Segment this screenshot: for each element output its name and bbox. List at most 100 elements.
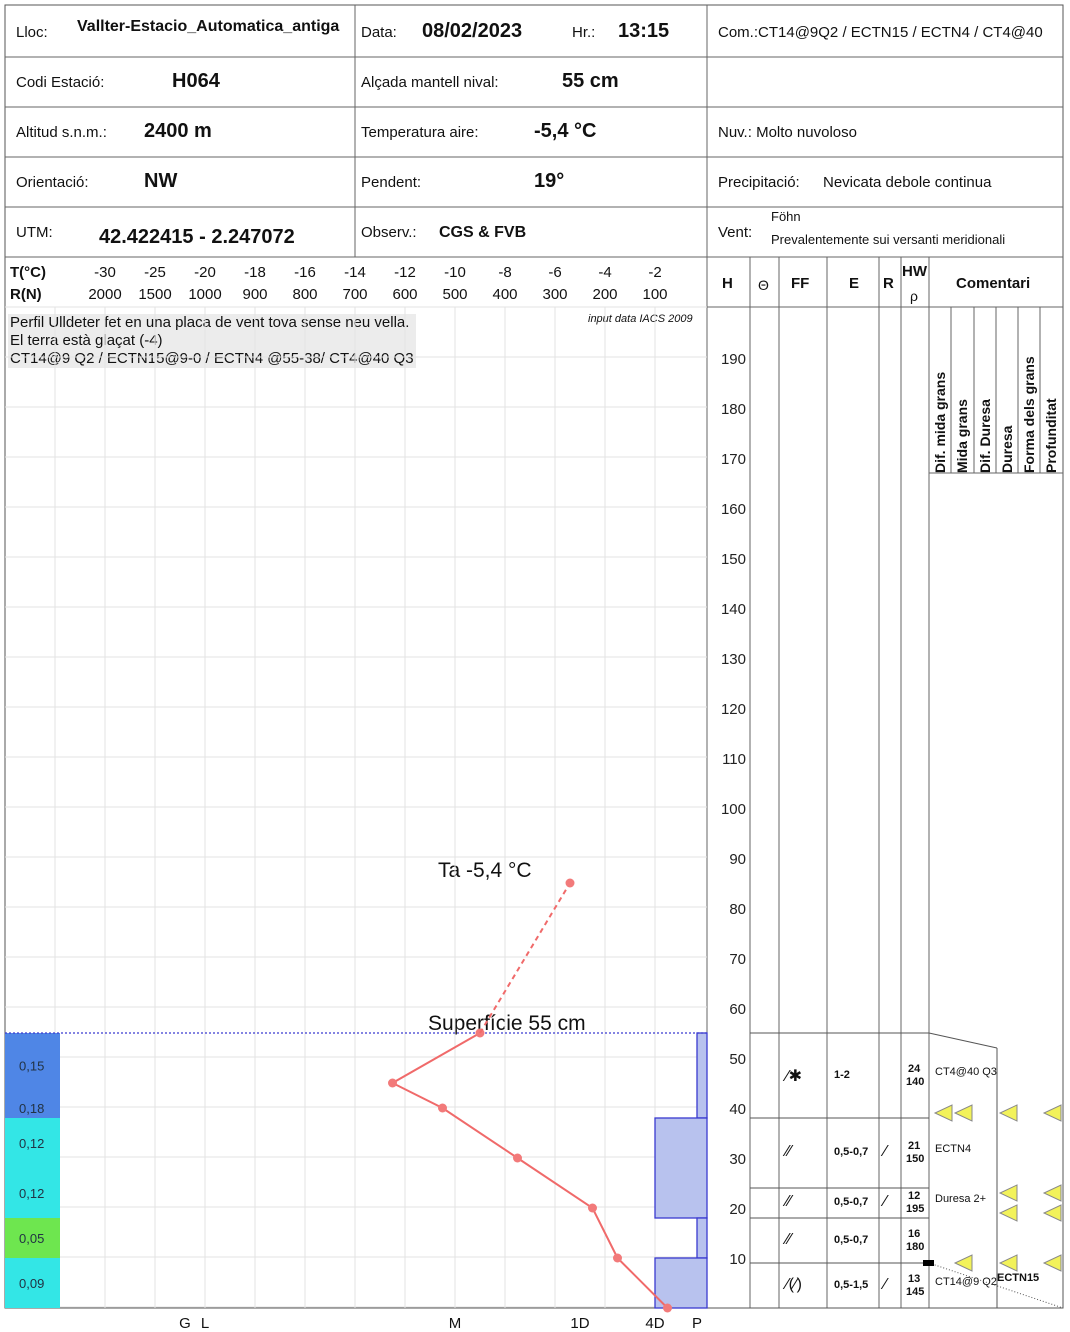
warning-triangle-icon — [998, 1184, 1018, 1202]
utm-value: 42.422415 - 2.247072 — [99, 226, 295, 248]
air-temp-link — [479, 882, 571, 1034]
observ-label: Observ.: — [361, 224, 417, 241]
warning-triangle-icon — [998, 1254, 1018, 1272]
layer-hw: 24 — [908, 1062, 921, 1075]
t-tick-label: -12 — [394, 264, 416, 281]
precip-value: Nevicata debole continua — [823, 174, 992, 191]
r-tick-label: 1000 — [188, 286, 222, 303]
layer-grain-shape: ⁄(⁄) — [786, 1275, 802, 1293]
height-tick-label: 80 — [729, 901, 746, 918]
t-tick-label: -8 — [498, 264, 512, 281]
layer-grain-size: 1-2 — [834, 1068, 850, 1081]
temperature-point — [588, 1203, 597, 1213]
density-label: 0,09 — [19, 1276, 44, 1291]
height-tick-label: 130 — [721, 651, 746, 668]
hardness-tick-label: L — [200, 1315, 210, 1332]
t-tick-label: -25 — [144, 264, 166, 281]
temperature-point — [388, 1078, 397, 1088]
layer-hardness: ⁄ — [884, 1193, 887, 1210]
r-tick-label: 100 — [642, 286, 668, 303]
air-temp-point — [565, 878, 575, 888]
height-tick-label: 100 — [721, 801, 746, 818]
density-bar — [5, 1033, 60, 1098]
density-label: 0,15 — [19, 1059, 44, 1074]
hardness-tick-label: G — [179, 1315, 191, 1332]
warning-triangle-icon — [1042, 1254, 1062, 1272]
height-tick-label: 10 — [729, 1251, 746, 1268]
t-tick-label: -16 — [294, 264, 316, 281]
note-line: El terra està glaçat (-4) — [10, 332, 163, 349]
t-tick-label: -30 — [94, 264, 116, 281]
height-tick-label: 150 — [721, 551, 746, 568]
layer-density: 180 — [906, 1240, 925, 1253]
layer-hw: 12 — [908, 1190, 921, 1202]
hardness-bar — [654, 1117, 708, 1219]
layer-grain-shape: ⁄⁄ — [786, 1230, 792, 1248]
warning-triangle-icon — [1042, 1204, 1062, 1222]
density-bar — [5, 1218, 60, 1258]
orient-value: NW — [144, 170, 178, 192]
height-tick-label: 160 — [721, 501, 746, 518]
temperature-profile-line — [390, 1032, 669, 1309]
t-tick-label: -20 — [194, 264, 216, 281]
density-bar — [5, 1258, 60, 1308]
alcada-label: Alçada mantell nival: — [361, 74, 499, 91]
hr-label: Hr.: — [572, 24, 596, 41]
layer-marker — [923, 1260, 934, 1266]
hardness-tick-label: 4D — [645, 1315, 665, 1332]
t-tick-label: -18 — [244, 264, 266, 281]
layer-density: 150 — [906, 1153, 925, 1165]
hardness-tick-label: 1D — [570, 1315, 590, 1332]
r-tick-label: 900 — [242, 286, 268, 303]
r-tick-label: 800 — [292, 286, 318, 303]
density-label: 0,12 — [19, 1136, 44, 1151]
note-line: CT14@9 Q2 / ECTN15@9-0 / ECTN4 @55-38/ C… — [10, 350, 414, 367]
layer-comment-extra: ECTN15 — [997, 1272, 1040, 1284]
warning-triangle-icon — [953, 1254, 973, 1272]
t-tick-label: -10 — [444, 264, 466, 281]
col-header-e: E — [849, 275, 860, 292]
height-tick-label: 70 — [729, 951, 746, 968]
hr-value: 13:15 — [618, 20, 670, 42]
warning-triangle-icon — [998, 1104, 1018, 1122]
t-tick-label: -2 — [648, 264, 662, 281]
altitud-label: Altitud s.n.m.: — [16, 124, 107, 141]
height-tick-label: 60 — [729, 1001, 746, 1018]
hardness-bar — [696, 1032, 708, 1119]
temperature-point — [513, 1153, 522, 1163]
r-tick-label: 700 — [342, 286, 368, 303]
data-label: Data: — [361, 24, 397, 41]
height-tick-label: 180 — [721, 401, 746, 418]
vent-top: Föhn — [771, 209, 801, 224]
vent-value: Prevalentemente sui versanti meridionali — [771, 232, 1006, 247]
layer-hw: 16 — [908, 1227, 921, 1240]
pendent-label: Pendent: — [361, 174, 422, 191]
layer-hardness: ⁄ — [884, 1143, 887, 1160]
com-value: Com.:CT14@9Q2 / ECTN15 / ECTN4 / CT4@40 — [718, 24, 1043, 41]
layer-grain-size: 0,5-0,7 — [834, 1196, 869, 1208]
layer-hw: 21 — [908, 1140, 921, 1152]
r-tick-label: 500 — [442, 286, 468, 303]
layer-grain-shape: ⁄✱ — [786, 1067, 803, 1085]
observ-value: CGS & FVB — [439, 224, 527, 241]
hardness-bar — [696, 1217, 708, 1259]
codi-label: Codi Estació: — [16, 74, 105, 91]
data-value: 08/02/2023 — [422, 20, 523, 42]
height-tick-label: 170 — [721, 451, 746, 468]
density-label: 0,18 — [19, 1101, 44, 1116]
r-tick-label: 200 — [592, 286, 618, 303]
layer-connector — [928, 1032, 998, 1049]
height-tick-label: 120 — [721, 701, 746, 718]
height-tick-label: 30 — [729, 1151, 746, 1168]
r-tick-label: 400 — [492, 286, 518, 303]
warning-triangle-icon — [998, 1204, 1018, 1222]
r-tick-label: 2000 — [88, 286, 122, 303]
col-header-rho: ρ — [910, 288, 918, 304]
col-header-comentari: Comentari — [956, 275, 1031, 292]
layer-hw: 13 — [908, 1272, 921, 1285]
temp-value: -5,4 °C — [534, 120, 597, 142]
height-tick-label: 20 — [729, 1201, 746, 1218]
density-bar — [5, 1118, 60, 1168]
layer-density: 145 — [906, 1285, 925, 1298]
